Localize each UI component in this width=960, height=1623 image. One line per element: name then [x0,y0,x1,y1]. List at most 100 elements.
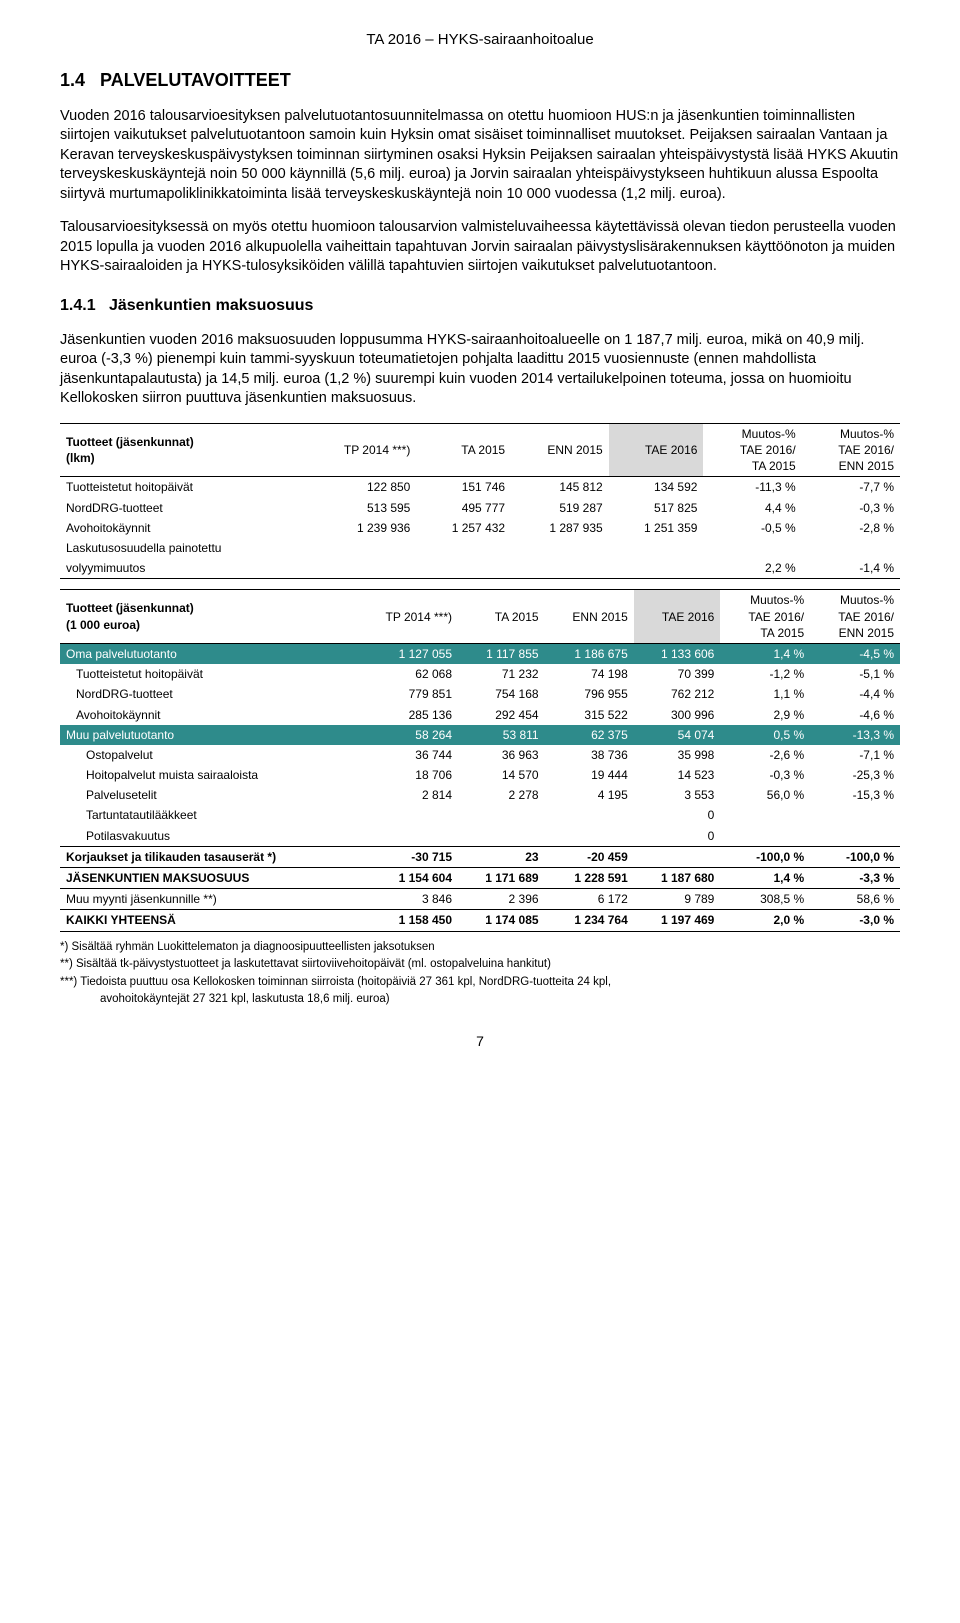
cell-value: 762 212 [634,684,721,704]
cell-value: -0,5 % [703,518,801,538]
cell-value: 62 375 [545,725,634,745]
cell-value: 1 234 764 [545,910,634,931]
cell-value: 23 [458,846,545,867]
cell-value: 2,9 % [720,705,810,725]
cell-value: 1 257 432 [416,518,511,538]
cell-value: -7,1 % [810,745,900,765]
cell-value: -4,6 % [810,705,900,725]
table-row: Muu myynti jäsenkunnille **)3 8462 3966 … [60,889,900,910]
row-label: Tartuntatautilääkkeet [60,805,354,825]
cell-value [416,538,511,558]
row-label: JÄSENKUNTIEN MAKSUOSUUS [60,868,354,889]
table-row: Avohoitokäynnit285 136292 454315 522300 … [60,705,900,725]
cell-value: -30 715 [354,846,458,867]
col6c: ENN 2015 [839,459,894,473]
cell-value [354,826,458,847]
cell-value: 151 746 [416,477,511,498]
col-change-enn: Muutos-% TAE 2016/ ENN 2015 [802,423,900,477]
cell-value: -100,0 % [810,846,900,867]
cell-value: 1 158 450 [354,910,458,931]
cell-value: 2,2 % [703,558,801,579]
col6a: Muutos-% [840,427,894,441]
table-row: NordDRG-tuotteet779 851754 168796 955762… [60,684,900,704]
row-label: Tuotteistetut hoitopäivät [60,477,303,498]
row-label: Potilasvakuutus [60,826,354,847]
cell-value: 3 846 [354,889,458,910]
col-enn2015-2: ENN 2015 [545,590,634,644]
cell-value: 9 789 [634,889,721,910]
cell-value: 300 996 [634,705,721,725]
row-label: Tuotteistetut hoitopäivät [60,664,354,684]
cell-value: 2,0 % [720,910,810,931]
table-row: Laskutusosuudella painotettu [60,538,900,558]
table-row: KAIKKI YHTEENSÄ1 158 4501 174 0851 234 7… [60,910,900,931]
paragraph-2: Talousarvioesityksessä on myös otettu hu… [60,218,900,277]
cell-value [545,805,634,825]
cell-value: 754 168 [458,684,545,704]
table-row: Korjaukset ja tilikauden tasauserät *)-3… [60,846,900,867]
cell-value: 1,4 % [720,868,810,889]
table-row: Oma palvelutuotanto1 127 0551 117 8551 1… [60,643,900,664]
cell-value: 1 186 675 [545,643,634,664]
col-change-ta-2: Muutos-% TAE 2016/ TA 2015 [720,590,810,644]
cell-value: 4,4 % [703,498,801,518]
cell-value: 134 592 [609,477,704,498]
col6c2: ENN 2015 [839,626,894,640]
col6a2: Muutos-% [840,593,894,607]
cell-value: 54 074 [634,725,721,745]
cell-value: 315 522 [545,705,634,725]
table1-title-a: Tuotteet (jäsenkunnat) [66,435,194,449]
table-row: Tuotteistetut hoitopäivät122 850151 7461… [60,477,900,498]
cell-value: 796 955 [545,684,634,704]
row-label: Muu palvelutuotanto [60,725,354,745]
cell-value: 0 [634,805,721,825]
cell-value: 19 444 [545,765,634,785]
cell-value: 56,0 % [720,785,810,805]
cell-value [458,826,545,847]
table-quantities: Tuotteet (jäsenkunnat) (lkm) TP 2014 ***… [60,423,900,580]
cell-value: 519 287 [511,498,609,518]
table-row: Tartuntatautilääkkeet 0 [60,805,900,825]
cell-value: 0 [634,826,721,847]
cell-value: -7,7 % [802,477,900,498]
cell-value: 1 287 935 [511,518,609,538]
table1-title: Tuotteet (jäsenkunnat) (lkm) [60,423,303,477]
cell-value [545,826,634,847]
cell-value: 1 154 604 [354,868,458,889]
cell-value: -15,3 % [810,785,900,805]
table-euros: Tuotteet (jäsenkunnat) (1 000 euroa) TP … [60,589,900,931]
cell-value: 14 570 [458,765,545,785]
cell-value: 74 198 [545,664,634,684]
col-change-ta: Muutos-% TAE 2016/ TA 2015 [703,423,801,477]
cell-value: 6 172 [545,889,634,910]
cell-value: 1 171 689 [458,868,545,889]
row-label: Palvelusetelit [60,785,354,805]
cell-value: -100,0 % [720,846,810,867]
table-row: Avohoitokäynnit1 239 9361 257 4321 287 9… [60,518,900,538]
subsection-heading: 1.4.1 Jäsenkuntien maksuosuus [60,295,900,317]
cell-value [416,558,511,579]
row-label: volyymimuutos [60,558,303,579]
row-label: Avohoitokäynnit [60,518,303,538]
cell-value: 1 127 055 [354,643,458,664]
col5b2: TAE 2016/ [748,610,804,624]
cell-value: 4 195 [545,785,634,805]
cell-value: 71 232 [458,664,545,684]
cell-value: -3,0 % [810,910,900,931]
col5c: TA 2015 [752,459,796,473]
footnote-3b: avohoitokäyntejät 27 321 kpl, laskutusta… [60,992,900,1008]
cell-value: -13,3 % [810,725,900,745]
cell-value: 1 239 936 [303,518,417,538]
table-row: Tuotteistetut hoitopäivät62 06871 23274 … [60,664,900,684]
cell-value: -4,4 % [810,684,900,704]
cell-value [609,558,704,579]
cell-value [720,826,810,847]
col5b: TAE 2016/ [740,443,796,457]
cell-value: -1,4 % [802,558,900,579]
cell-value: 58,6 % [810,889,900,910]
row-label: Avohoitokäynnit [60,705,354,725]
col5c2: TA 2015 [760,626,804,640]
col-tp2014: TP 2014 ***) [303,423,417,477]
cell-value: 1 251 359 [609,518,704,538]
page-header: TA 2016 – HYKS-sairaanhoitoalue [60,30,900,50]
